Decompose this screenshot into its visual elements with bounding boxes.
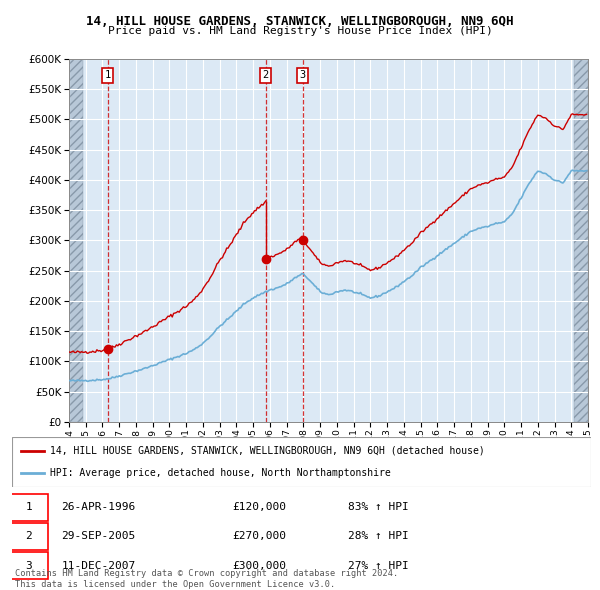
Text: 11-DEC-2007: 11-DEC-2007 (61, 560, 136, 571)
Text: Price paid vs. HM Land Registry's House Price Index (HPI): Price paid vs. HM Land Registry's House … (107, 26, 493, 36)
Text: 1: 1 (25, 502, 32, 512)
Text: 3: 3 (25, 560, 32, 571)
Text: 14, HILL HOUSE GARDENS, STANWICK, WELLINGBOROUGH, NN9 6QH: 14, HILL HOUSE GARDENS, STANWICK, WELLIN… (86, 15, 514, 28)
FancyBboxPatch shape (9, 552, 49, 579)
FancyBboxPatch shape (12, 437, 591, 487)
Text: 29-SEP-2005: 29-SEP-2005 (61, 532, 136, 542)
Text: 28% ↑ HPI: 28% ↑ HPI (348, 532, 409, 542)
Text: £120,000: £120,000 (232, 502, 286, 512)
Text: 26-APR-1996: 26-APR-1996 (61, 502, 136, 512)
Text: 1: 1 (104, 70, 111, 80)
Text: 27% ↑ HPI: 27% ↑ HPI (348, 560, 409, 571)
Text: HPI: Average price, detached house, North Northamptonshire: HPI: Average price, detached house, Nort… (50, 468, 391, 478)
FancyBboxPatch shape (9, 494, 49, 521)
Text: Contains HM Land Registry data © Crown copyright and database right 2024.
This d: Contains HM Land Registry data © Crown c… (15, 569, 398, 589)
Text: 83% ↑ HPI: 83% ↑ HPI (348, 502, 409, 512)
Text: £300,000: £300,000 (232, 560, 286, 571)
Text: £270,000: £270,000 (232, 532, 286, 542)
Text: 3: 3 (299, 70, 305, 80)
Text: 14, HILL HOUSE GARDENS, STANWICK, WELLINGBOROUGH, NN9 6QH (detached house): 14, HILL HOUSE GARDENS, STANWICK, WELLIN… (50, 445, 484, 455)
Text: 2: 2 (25, 532, 32, 542)
Text: 2: 2 (263, 70, 269, 80)
FancyBboxPatch shape (9, 523, 49, 550)
